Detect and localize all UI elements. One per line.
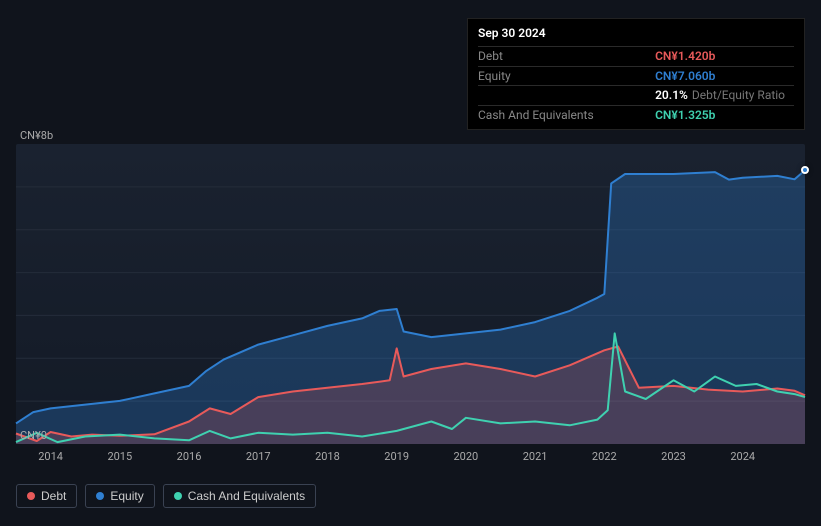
- x-axis-label: 2020: [453, 450, 478, 463]
- legend-dot-icon: [27, 492, 35, 500]
- x-axis-label: 2014: [38, 450, 63, 463]
- tooltip-row-label: Equity: [478, 66, 655, 86]
- tooltip-row: 20.1%Debt/Equity Ratio: [478, 86, 794, 106]
- legend-item-label: Equity: [110, 489, 143, 503]
- tooltip-row: EquityCN¥7.060b: [478, 66, 794, 86]
- highlight-marker: [801, 166, 809, 174]
- tooltip-row-value: CN¥7.060b: [655, 66, 794, 86]
- x-axis-label: 2018: [315, 450, 340, 463]
- y-axis-label: CN¥0: [20, 429, 47, 442]
- x-axis-label: 2019: [384, 450, 409, 463]
- y-axis-label: CN¥8b: [20, 129, 53, 142]
- tooltip-row: DebtCN¥1.420b: [478, 46, 794, 66]
- x-axis-label: 2023: [661, 450, 686, 463]
- legend-item-equity[interactable]: Equity: [85, 484, 154, 508]
- x-axis-label: 2024: [730, 450, 755, 463]
- tooltip-row-value: CN¥1.325b: [655, 106, 794, 125]
- x-axis-label: 2016: [177, 450, 202, 463]
- tooltip-row-label: [478, 86, 655, 106]
- tooltip-date: Sep 30 2024: [478, 25, 794, 42]
- tooltip-row: Cash And EquivalentsCN¥1.325b: [478, 106, 794, 125]
- legend-dot-icon: [96, 492, 104, 500]
- tooltip-row-suffix: Debt/Equity Ratio: [692, 88, 785, 102]
- legend-item-label: Debt: [41, 489, 66, 503]
- x-axis-label: 2017: [246, 450, 271, 463]
- x-axis-label: 2021: [523, 450, 548, 463]
- tooltip-table: DebtCN¥1.420bEquityCN¥7.060b20.1%Debt/Eq…: [478, 46, 794, 125]
- legend-item-cash[interactable]: Cash And Equivalents: [163, 484, 316, 508]
- tooltip-row-value: CN¥1.420b: [655, 46, 794, 66]
- data-tooltip: Sep 30 2024 DebtCN¥1.420bEquityCN¥7.060b2…: [467, 18, 805, 130]
- tooltip-row-label: Debt: [478, 46, 655, 66]
- tooltip-row-value: 20.1%Debt/Equity Ratio: [655, 86, 794, 106]
- tooltip-row-label: Cash And Equivalents: [478, 106, 655, 125]
- legend-item-debt[interactable]: Debt: [16, 484, 77, 508]
- legend-dot-icon: [174, 492, 182, 500]
- chart-legend: Debt Equity Cash And Equivalents: [16, 484, 316, 508]
- legend-item-label: Cash And Equivalents: [188, 489, 305, 503]
- chart-svg: [16, 144, 805, 444]
- x-axis-label: 2015: [107, 450, 132, 463]
- x-axis-label: 2022: [592, 450, 617, 463]
